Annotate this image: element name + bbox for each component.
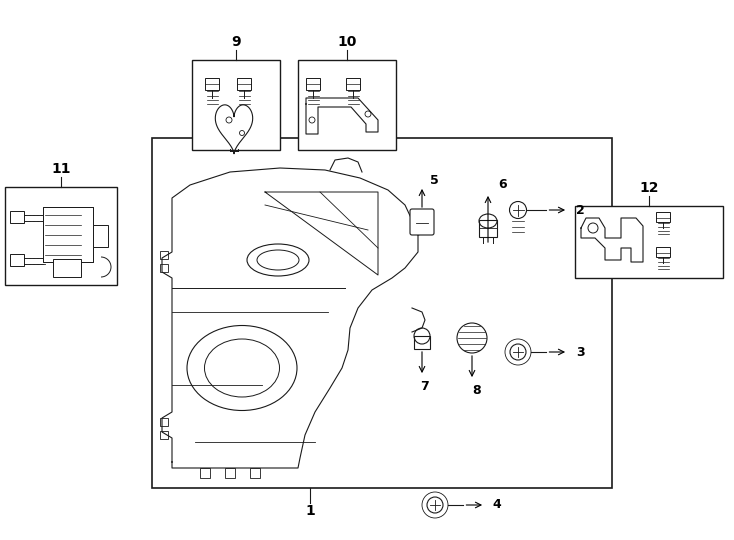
- Bar: [306, 78, 320, 90]
- Bar: [192, 60, 280, 150]
- Bar: [656, 247, 670, 257]
- Text: 2: 2: [575, 204, 584, 217]
- Bar: [5, 187, 117, 285]
- Bar: [237, 78, 251, 90]
- Bar: [160, 264, 168, 272]
- Bar: [346, 78, 360, 90]
- Text: 7: 7: [420, 380, 429, 393]
- Bar: [479, 220, 497, 237]
- Bar: [152, 138, 612, 488]
- Bar: [250, 468, 260, 478]
- Bar: [160, 418, 168, 426]
- Bar: [10, 254, 24, 266]
- Bar: [43, 207, 93, 262]
- Text: 9: 9: [231, 35, 241, 49]
- Text: 12: 12: [639, 181, 658, 195]
- Bar: [298, 60, 396, 150]
- Text: 10: 10: [338, 35, 357, 49]
- Text: 3: 3: [575, 346, 584, 359]
- Bar: [414, 336, 430, 349]
- Text: 11: 11: [51, 162, 70, 176]
- Bar: [93, 225, 108, 247]
- Bar: [10, 211, 24, 223]
- Bar: [53, 259, 81, 277]
- Text: 5: 5: [429, 173, 438, 186]
- Bar: [575, 206, 723, 278]
- FancyBboxPatch shape: [410, 209, 434, 235]
- Bar: [160, 431, 168, 439]
- Bar: [43, 207, 93, 262]
- Text: 8: 8: [473, 383, 482, 396]
- Text: 6: 6: [498, 179, 507, 192]
- Bar: [160, 251, 168, 259]
- Bar: [225, 468, 235, 478]
- Text: 4: 4: [493, 498, 501, 511]
- Text: 1: 1: [305, 504, 315, 518]
- Bar: [656, 212, 670, 222]
- Bar: [200, 468, 210, 478]
- Bar: [205, 78, 219, 90]
